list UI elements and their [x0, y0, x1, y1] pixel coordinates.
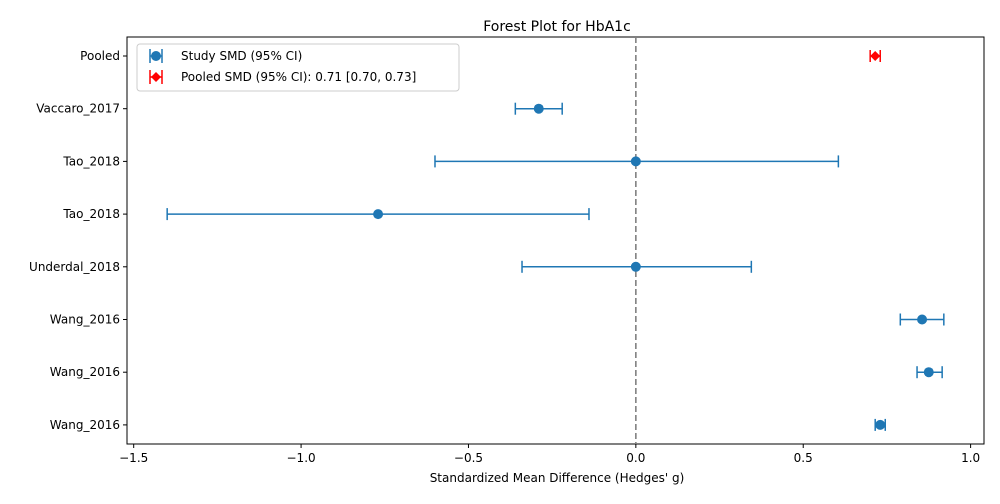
x-axis-title: Standardized Mean Difference (Hedges' g)	[430, 471, 685, 485]
y-tick-label: Wang_2016	[50, 365, 120, 379]
legend-box	[136, 43, 460, 92]
legend-label: Pooled SMD (95% CI): 0.71 [0.70, 0.73]	[181, 70, 416, 84]
x-tick-label: 0.5	[794, 451, 813, 465]
study-estimate-point	[373, 209, 384, 220]
y-tick-label: Tao_2018	[62, 154, 120, 168]
plot-marks: −1.5 −1.0 −0.5 0.0 0.5 1.0 Pooled Vaccaro_2017 T…	[29, 37, 980, 465]
pooled-estimate-diamond	[870, 51, 881, 61]
study-estimate-point	[923, 367, 934, 378]
y-tick-label: Wang_2016	[50, 313, 120, 327]
x-tick-label: −0.5	[454, 451, 483, 465]
study-estimate-point	[630, 261, 641, 272]
y-tick-label: Pooled	[80, 49, 120, 63]
y-tick-label: Underdal_2018	[29, 260, 120, 274]
x-tick-label: 1.0	[961, 451, 980, 465]
study-estimate-point	[630, 156, 641, 167]
x-tick-label: 0.0	[626, 451, 645, 465]
study-estimate-point	[533, 103, 544, 114]
legend-swatch-point	[151, 51, 161, 61]
study-estimate-point	[917, 314, 928, 325]
y-tick-label: Wang_2016	[50, 418, 120, 432]
y-tick-label: Vaccaro_2017	[36, 102, 120, 116]
legend-swatch-diamond	[151, 72, 161, 82]
y-tick-label: Tao_2018	[62, 207, 120, 221]
x-tick-label: −1.0	[287, 451, 316, 465]
legend: Study SMD (95% CI) Pooled SMD (95% CI): 0…	[136, 43, 460, 92]
legend-label: Study SMD (95% CI)	[181, 49, 302, 63]
study-estimate-point	[875, 419, 886, 430]
x-tick-label: −1.5	[119, 451, 148, 465]
plot-area-frame	[126, 36, 985, 445]
chart-title: Forest Plot for HbA1c	[483, 19, 631, 35]
